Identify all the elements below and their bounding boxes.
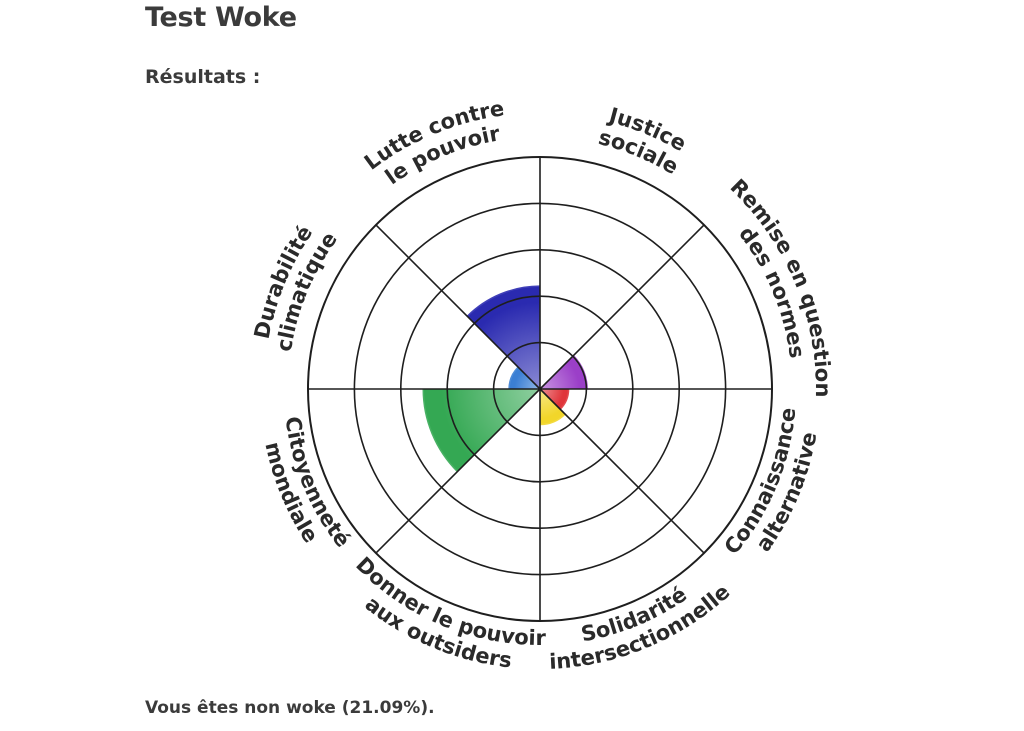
sector-rim-6: [422, 388, 460, 473]
sector-2: [540, 356, 587, 389]
page-title: Test Woke: [145, 2, 297, 33]
sector-6: [424, 389, 540, 472]
sector-3: [540, 389, 568, 409]
grid-spoke-2: [539, 224, 705, 390]
sector-4: [540, 389, 565, 424]
result-text: Vous êtes non woke (21.09%).: [145, 698, 435, 718]
grid-spoke-6: [375, 388, 541, 554]
sector-layer: [422, 285, 588, 473]
sector-rim-8: [466, 285, 541, 318]
results-heading: Résultats :: [145, 66, 261, 88]
sector-7: [509, 367, 540, 389]
sector-rim-4: [539, 412, 566, 426]
grid-spoke-4: [539, 388, 705, 554]
grid-spoke-8: [375, 224, 541, 390]
sector-8: [467, 286, 540, 389]
grid-layer: [307, 156, 773, 622]
sector-rim-7: [508, 366, 520, 390]
